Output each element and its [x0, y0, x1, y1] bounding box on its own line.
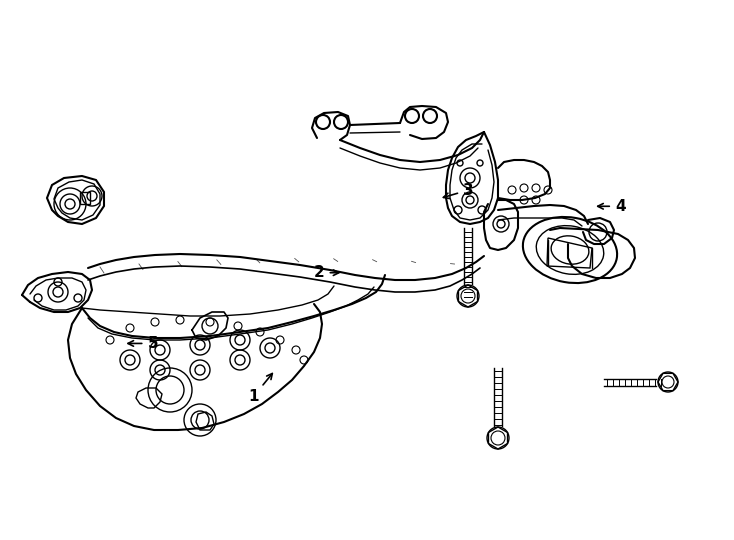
Text: 5: 5 [128, 336, 158, 351]
Text: 1: 1 [248, 374, 272, 404]
Text: 3: 3 [443, 183, 473, 199]
Text: 2: 2 [314, 265, 339, 280]
Text: 4: 4 [597, 199, 625, 214]
